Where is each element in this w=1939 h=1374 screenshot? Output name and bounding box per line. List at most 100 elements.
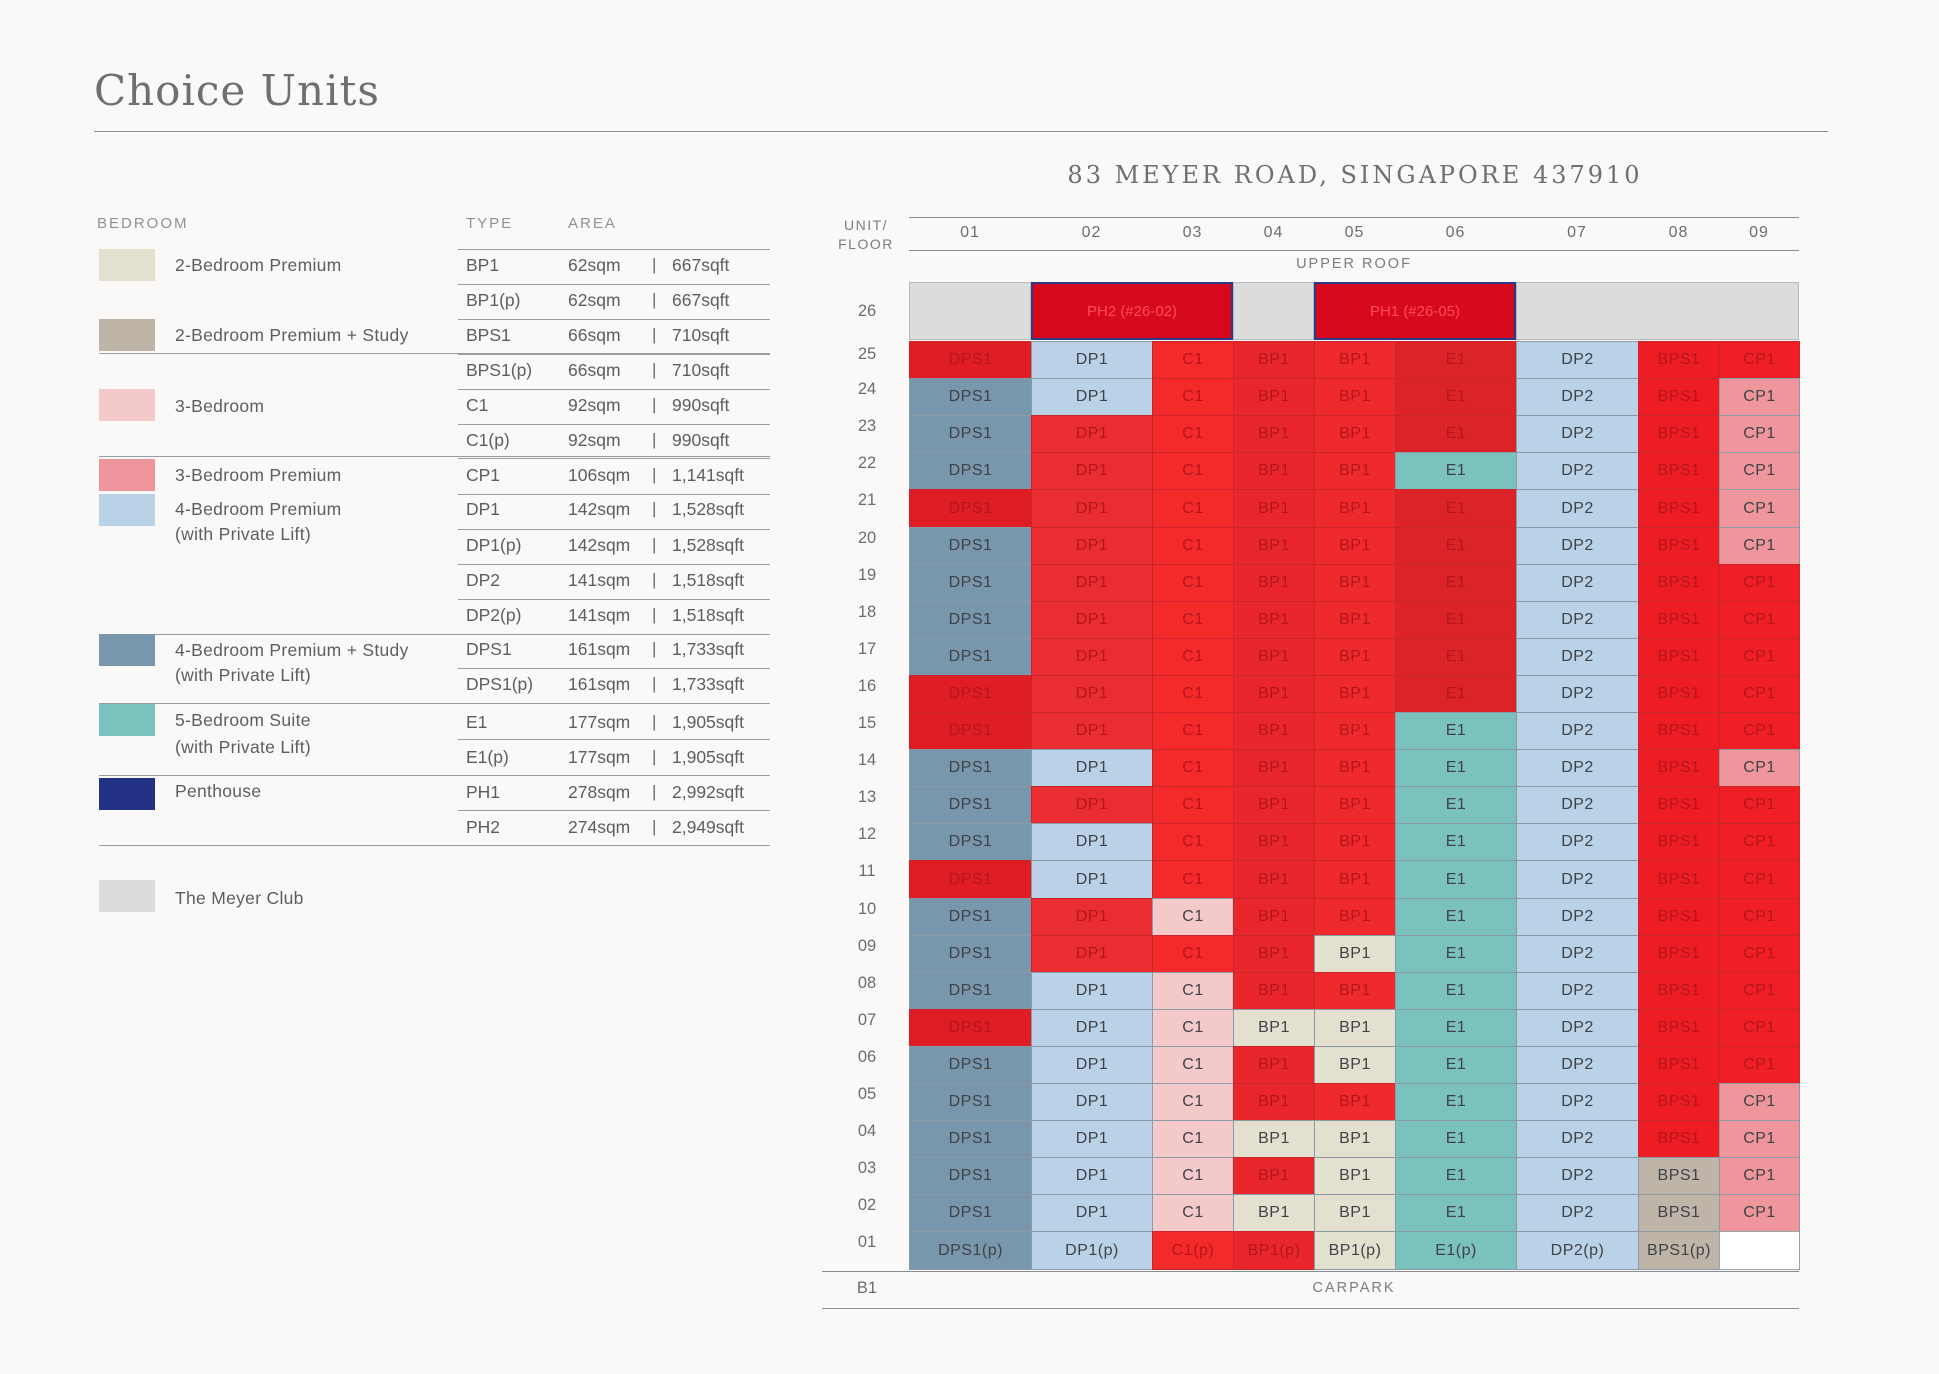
legend-area-sqm: 141sqm: [568, 570, 631, 590]
unit-cell-available: DP2: [1516, 415, 1639, 453]
unit-cell-available: E1(p): [1395, 1231, 1517, 1270]
unit-cell-available: DPS1: [909, 749, 1032, 787]
unit-cell-available: DP1: [1031, 1046, 1153, 1084]
unit-cell-available: E1: [1395, 972, 1517, 1010]
unit-cell-sold: BP1: [1233, 1157, 1315, 1195]
unit-cell-sold: BP1: [1233, 675, 1315, 713]
floor-label: 06: [857, 1048, 877, 1066]
unit-cell-sold: BP1: [1233, 935, 1315, 973]
legend-group-label: 2-Bedroom Premium: [175, 255, 342, 275]
unit-cell-available: DPS1: [909, 1046, 1032, 1084]
unit-cell-sold: BPS1: [1638, 898, 1720, 936]
unit-cell-sold: CP1: [1719, 601, 1800, 639]
legend-row-divider: [458, 249, 770, 250]
legend-area-sqm: 66sqm: [568, 325, 621, 345]
unit-cell-available: DP1: [1031, 1120, 1153, 1158]
legend-row-divider: [458, 284, 770, 285]
unit-cell-available: E1: [1395, 749, 1517, 787]
unit-cell-sold: C1: [1152, 564, 1234, 602]
legend-separator: |: [652, 639, 657, 658]
floor-label: 08: [857, 974, 877, 992]
unit-cell-available: DP1: [1031, 972, 1153, 1010]
legend-row-divider: [458, 458, 770, 459]
legend-row-divider: [458, 494, 770, 495]
unit-cell-sold: CP1: [1719, 1046, 1800, 1084]
unit-cell-sold: E1: [1395, 378, 1517, 416]
unit-cell-sold: DP1: [1031, 489, 1153, 528]
floor-label: 11: [858, 862, 876, 880]
unit-cell-available: E1: [1395, 712, 1517, 750]
unit-cell-sold: BP1: [1314, 749, 1396, 787]
unit-cell-available: BP1: [1314, 1194, 1396, 1232]
unit-cell-sold: C1: [1152, 786, 1234, 824]
page-title: Choice Units: [94, 66, 380, 115]
legend-separator: |: [652, 395, 657, 414]
legend-area-sqft: 990sqft: [672, 395, 730, 415]
unit-cell-sold: BP1: [1233, 564, 1315, 602]
unit-cell-sold: DP1: [1031, 675, 1153, 713]
unit-column-header: 01: [960, 224, 980, 241]
unit-cell-sold: BPS1: [1638, 1120, 1720, 1158]
legend-group-sublabel: (with Private Lift): [175, 737, 312, 757]
unit-cell-sold: BP1: [1233, 341, 1315, 379]
unit-cell-sold: C1: [1152, 712, 1234, 750]
floor-label: 22: [857, 454, 877, 472]
unit-cell-sold: BPS1: [1638, 341, 1720, 379]
unit-cell-sold: CP1: [1719, 860, 1800, 899]
unit-cell-available: E1: [1395, 860, 1517, 899]
legend-group-label: 3-Bedroom: [175, 396, 265, 416]
unit-column-header: 03: [1182, 224, 1203, 241]
unit-cell-available: DP2: [1516, 564, 1639, 602]
legend-area-sqft: 2,992sqft: [672, 782, 744, 802]
unit-cell-sold: BP1: [1233, 452, 1315, 490]
legend-row-divider: [458, 810, 770, 811]
unit-cell-available: DP1(p): [1031, 1231, 1153, 1270]
unit-cell-sold: DPS1: [909, 1009, 1032, 1047]
floor-label: 24: [857, 380, 877, 398]
unit-cell-sold: E1: [1395, 341, 1517, 379]
meyer-club-cell: [1516, 282, 1799, 340]
unit-cell-available: DP1: [1031, 341, 1153, 379]
unit-cell-sold: BP1: [1233, 489, 1315, 528]
legend-area-sqm: 142sqm: [568, 499, 631, 519]
legend-area-sqm: 141sqm: [568, 605, 631, 625]
unit-cell-available: DP2: [1516, 527, 1639, 565]
unit-cell-available: DP2: [1516, 675, 1639, 713]
floor-label: 21: [857, 491, 877, 509]
legend-group-divider: [99, 353, 770, 354]
unit-cell-available: BP1(p): [1314, 1231, 1396, 1270]
legend-separator: |: [652, 535, 657, 554]
unit-cell-sold: E1: [1395, 415, 1517, 453]
unit-cell-available: BP1: [1314, 1009, 1396, 1047]
unit-cell-available: BP1: [1233, 1194, 1315, 1232]
unit-cell-available: E1: [1395, 898, 1517, 936]
legend-group-divider: [99, 634, 770, 635]
unit-cell-available: BP1: [1233, 1009, 1315, 1047]
legend-swatch: [99, 494, 155, 526]
legend-area-sqft: 1,141sqft: [672, 465, 744, 485]
unit-cell-sold: C1: [1152, 860, 1234, 899]
unit-cell-sold: E1: [1395, 638, 1517, 676]
unit-cell-sold: DPS1: [909, 341, 1032, 379]
unit-cell-available: DPS1: [909, 935, 1032, 973]
unit-cell-sold: BP1: [1314, 601, 1396, 639]
unit-cell-available: CP1: [1719, 1157, 1800, 1195]
unit-cell-available: DPS1: [909, 1157, 1032, 1195]
legend-separator: |: [652, 290, 657, 309]
floor-label: 10: [857, 900, 877, 918]
unit-cell-sold: E1: [1395, 489, 1517, 528]
legend-type: PH2: [466, 817, 501, 837]
legend-row-divider: [458, 739, 770, 740]
unit-cell-sold: CP1: [1719, 972, 1800, 1010]
unit-cell-available: C1: [1152, 1194, 1234, 1232]
floor-label: 16: [857, 677, 877, 695]
legend-area-sqft: 990sqft: [672, 430, 730, 450]
legend-area-sqm: 177sqm: [568, 747, 631, 767]
upper-roof-label: UPPER ROOF: [1296, 256, 1412, 272]
unit-cell-available: BP1: [1233, 1120, 1315, 1158]
floor-label: 05: [857, 1085, 877, 1103]
unit-cell-sold: BP1: [1233, 527, 1315, 565]
unit-cell-available: DP2: [1516, 1194, 1639, 1232]
unit-cell-available: DP2: [1516, 1083, 1639, 1121]
legend-type: DPS1: [466, 639, 512, 659]
